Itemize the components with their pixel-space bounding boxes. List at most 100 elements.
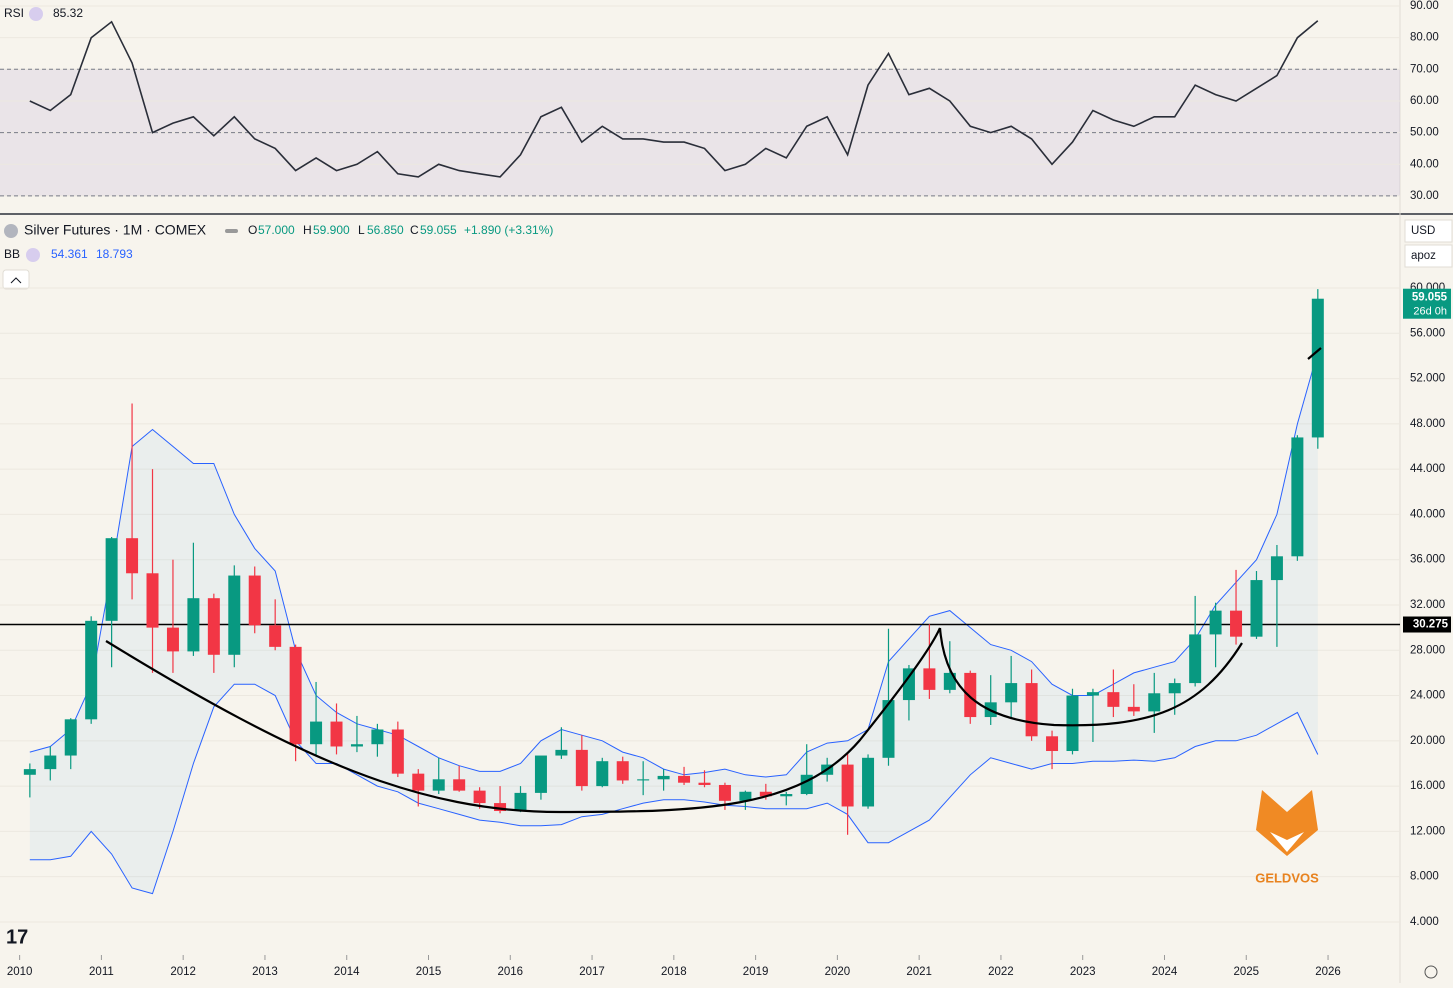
x-tick-label: 2019 bbox=[743, 966, 769, 978]
candle-body bbox=[473, 790, 486, 804]
y-tick-label: 28.000 bbox=[1410, 644, 1445, 656]
symbol-icon bbox=[4, 224, 18, 238]
watermark: GELDVOS bbox=[1255, 870, 1319, 885]
candle-body bbox=[166, 627, 179, 652]
candle-body bbox=[350, 744, 363, 747]
ohlc-low-label: L bbox=[358, 223, 365, 237]
rsi-label: RSI bbox=[4, 6, 24, 20]
candle-body bbox=[616, 761, 629, 781]
candle-body bbox=[248, 575, 261, 626]
candle-body bbox=[596, 761, 609, 787]
bb-lower: 18.793 bbox=[96, 247, 133, 261]
y-tick-label: 48.000 bbox=[1410, 418, 1445, 430]
collapse-button[interactable] bbox=[2, 269, 30, 290]
x-tick-label: 2026 bbox=[1315, 966, 1341, 978]
bb-label: BB bbox=[4, 247, 20, 261]
tv-logo: 17 bbox=[6, 926, 28, 948]
candle-body bbox=[207, 598, 220, 655]
y-tick-label: 30.00 bbox=[1410, 190, 1439, 202]
candle-body bbox=[1291, 437, 1304, 557]
ohlc-high: 59.900 bbox=[313, 223, 350, 237]
candle-body bbox=[555, 749, 568, 756]
y-tick-label: 52.000 bbox=[1410, 373, 1445, 385]
candle-body bbox=[657, 775, 670, 780]
candle-body bbox=[678, 775, 691, 783]
y-tick-label: 44.000 bbox=[1410, 463, 1445, 475]
candle-body bbox=[1005, 683, 1018, 703]
candle-body bbox=[269, 625, 282, 647]
candle-body bbox=[391, 729, 404, 774]
y-tick-label: 16.000 bbox=[1410, 780, 1445, 792]
candle-body bbox=[698, 782, 711, 785]
candle-body bbox=[187, 598, 200, 652]
x-tick-label: 2011 bbox=[89, 966, 114, 978]
bb-lower bbox=[29, 683, 1319, 895]
candle-body bbox=[964, 672, 977, 718]
x-tick-label: 2021 bbox=[906, 966, 932, 978]
candle-body bbox=[534, 755, 547, 793]
symbol[interactable]: Silver Futures · 1M · COMEX bbox=[24, 222, 207, 238]
candle-body bbox=[494, 803, 507, 812]
ohlc-close: 59.055 bbox=[420, 223, 457, 237]
candle-body bbox=[1025, 683, 1038, 737]
candle-body bbox=[637, 779, 650, 781]
y-tick-label: 24.000 bbox=[1410, 690, 1445, 702]
y-tick-label: 8.000 bbox=[1410, 871, 1439, 883]
candle-body bbox=[841, 764, 854, 807]
candle-body bbox=[800, 774, 813, 795]
candle-body bbox=[1230, 610, 1243, 637]
candle-body bbox=[412, 773, 425, 791]
settings-icon[interactable] bbox=[1424, 965, 1438, 979]
ohlc-low: 56.850 bbox=[367, 223, 404, 237]
candle-body bbox=[1189, 634, 1202, 684]
y-tick-label: 60.00 bbox=[1410, 95, 1439, 107]
candle-body bbox=[1250, 580, 1263, 637]
x-tick-label: 2010 bbox=[7, 966, 33, 978]
ohlc-open-label: O bbox=[248, 223, 257, 237]
bb-upper bbox=[29, 351, 1319, 778]
candle-body bbox=[923, 668, 936, 690]
candle-body bbox=[1066, 695, 1079, 752]
rsi-icon[interactable] bbox=[29, 7, 43, 21]
candle-body bbox=[228, 575, 241, 655]
y-tick-label: 50.00 bbox=[1410, 127, 1439, 139]
candle-body bbox=[882, 700, 895, 758]
candle-body bbox=[902, 668, 915, 701]
candle-body bbox=[1148, 693, 1161, 712]
candle-body bbox=[1168, 683, 1181, 694]
hline-tag bbox=[1403, 616, 1451, 633]
price-tag-value: 59.055 bbox=[1412, 292, 1448, 304]
currency-button[interactable] bbox=[1404, 219, 1453, 243]
scale-button[interactable] bbox=[1404, 244, 1453, 268]
bb-fill bbox=[29, 351, 1318, 894]
candle-body bbox=[739, 791, 752, 801]
candle-body bbox=[64, 719, 77, 756]
candle-body bbox=[330, 721, 343, 747]
ohlc-open: 57.000 bbox=[258, 223, 295, 237]
candle-body bbox=[371, 729, 384, 745]
candle-body bbox=[1046, 736, 1059, 752]
x-tick-label: 2017 bbox=[579, 966, 605, 978]
candle-body bbox=[575, 749, 588, 787]
candle-body bbox=[1209, 610, 1222, 635]
x-tick-label: 2018 bbox=[661, 966, 687, 978]
countdown: 26d 0h bbox=[1413, 306, 1447, 318]
candle-body bbox=[44, 755, 57, 770]
rsi-line bbox=[29, 20, 1319, 178]
y-tick-label: 90.00 bbox=[1410, 0, 1439, 12]
bb-icon[interactable] bbox=[26, 248, 40, 262]
candle-body bbox=[1107, 692, 1120, 707]
candle-body bbox=[432, 779, 445, 791]
x-tick-label: 2013 bbox=[252, 966, 278, 978]
x-tick-label: 2023 bbox=[1070, 966, 1096, 978]
y-tick-label: 12.000 bbox=[1410, 825, 1445, 837]
collapse-icon bbox=[10, 277, 22, 284]
candle-body bbox=[146, 573, 159, 628]
candle-body bbox=[1127, 706, 1140, 712]
ohlc-high-label: H bbox=[303, 223, 312, 237]
price-tag bbox=[1403, 288, 1451, 319]
candle-body bbox=[1270, 556, 1283, 581]
candle-body bbox=[759, 791, 772, 797]
y-tick-label: 32.000 bbox=[1410, 599, 1445, 611]
